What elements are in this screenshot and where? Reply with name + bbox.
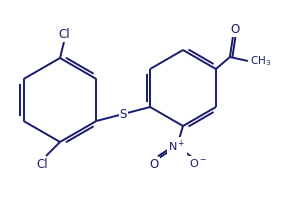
Text: N$^+$: N$^+$ — [168, 138, 186, 154]
Text: S: S — [120, 108, 127, 121]
Text: O: O — [230, 22, 239, 35]
Text: O$^-$: O$^-$ — [189, 157, 207, 169]
Text: CH$_3$: CH$_3$ — [250, 54, 271, 68]
Text: O: O — [149, 157, 159, 170]
Text: Cl: Cl — [36, 157, 48, 170]
Text: Cl: Cl — [58, 28, 70, 41]
